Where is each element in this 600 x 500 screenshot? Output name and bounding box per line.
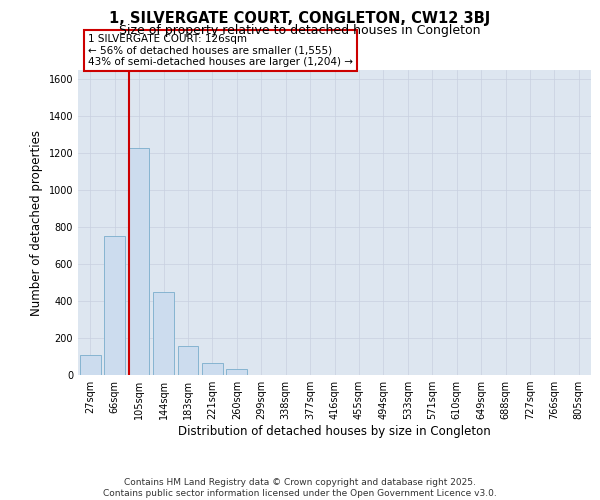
Y-axis label: Number of detached properties: Number of detached properties <box>30 130 43 316</box>
Text: Size of property relative to detached houses in Congleton: Size of property relative to detached ho… <box>119 24 481 37</box>
Text: 1 SILVERGATE COURT: 126sqm
← 56% of detached houses are smaller (1,555)
43% of s: 1 SILVERGATE COURT: 126sqm ← 56% of deta… <box>88 34 353 67</box>
Text: Contains HM Land Registry data © Crown copyright and database right 2025.
Contai: Contains HM Land Registry data © Crown c… <box>103 478 497 498</box>
Bar <box>104 236 125 375</box>
Bar <box>178 346 199 375</box>
Bar <box>128 148 149 375</box>
Bar <box>202 363 223 375</box>
Bar <box>80 354 101 375</box>
Text: 1, SILVERGATE COURT, CONGLETON, CW12 3BJ: 1, SILVERGATE COURT, CONGLETON, CW12 3BJ <box>109 11 491 26</box>
Bar <box>153 292 174 375</box>
X-axis label: Distribution of detached houses by size in Congleton: Distribution of detached houses by size … <box>178 425 491 438</box>
Bar <box>226 370 247 375</box>
